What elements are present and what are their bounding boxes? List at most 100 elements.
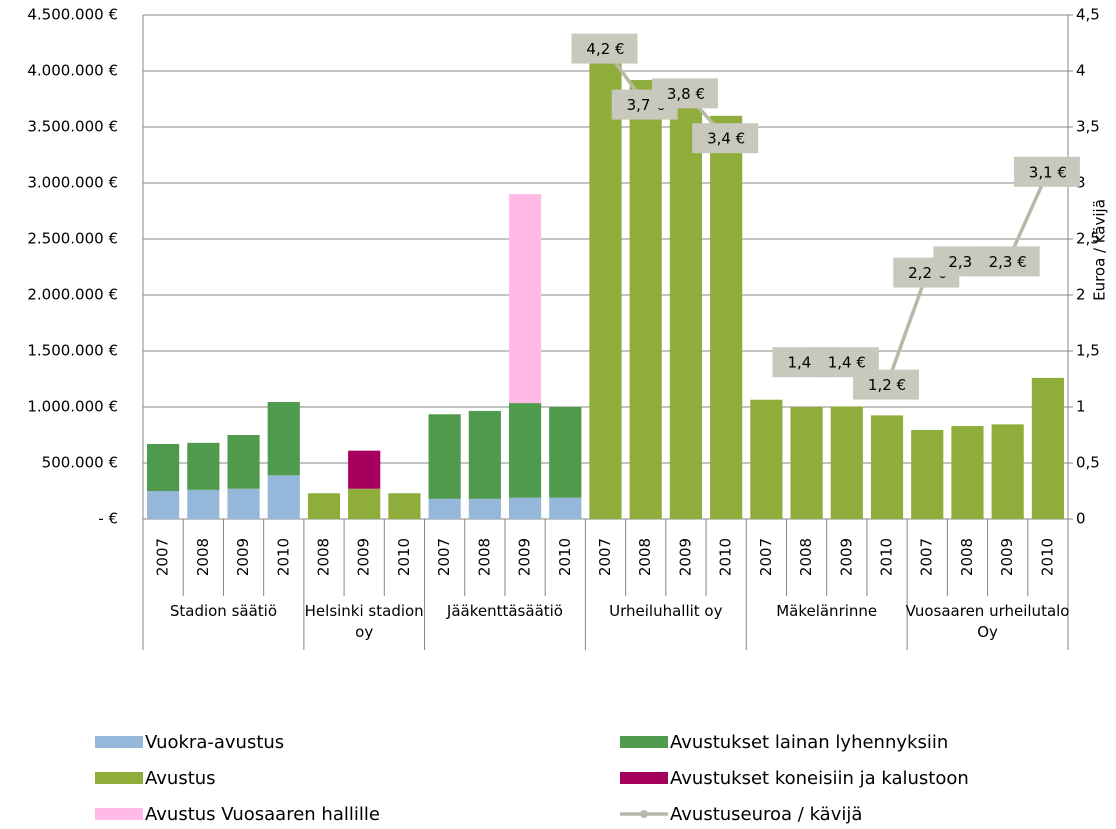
bar-segment [187,489,220,519]
bar-segment [307,493,341,519]
bar-segment [348,488,381,519]
bar-segment [991,424,1024,519]
data-label-box [571,33,638,64]
bar-segment [147,443,180,491]
group-label: Jääkenttäsäätiö [446,602,563,620]
bar-segment [629,79,662,520]
legend-swatch [620,736,668,748]
bar-segment [388,493,421,519]
x-tick-label: 2008 [958,538,976,576]
group-label: Mäkelänrinne [776,602,878,620]
bar-segment [468,498,501,519]
y2-tick-label: 1 [1076,398,1086,416]
bar-segment [468,410,501,499]
y-tick-label: - € [98,510,118,528]
bar-segment [267,475,300,519]
group-label: Urheiluhallit oy [609,602,723,620]
group-label: Vuosaaren urheilutalo Oy [905,602,1070,641]
data-label: 1,4 € [828,354,866,372]
y2-tick-label: 0,5 [1076,454,1100,472]
bar-segment [508,403,542,498]
legend-label: Vuokra-avustus [145,732,284,753]
legend-label: Avustukset lainan lyhennyksiin [670,732,948,753]
bar-segment [147,491,180,519]
data-label: 4,2 € [586,40,624,58]
bar-segment [549,407,582,498]
x-tick-label: 2007 [596,538,614,576]
data-label: 2,3 € [989,253,1027,271]
x-tick-label: 2010 [395,538,413,576]
bar-segment [428,498,461,519]
y-tick-label: 1.000.000 € [27,398,118,416]
x-tick-label: 2008 [475,538,493,576]
y-tick-label: 3.500.000 € [27,118,118,136]
x-tick-label: 2007 [918,538,936,576]
x-tick-label: 2008 [797,538,815,576]
x-tick-label: 2010 [1038,538,1056,576]
bar-segment [549,497,582,519]
bar-segment [951,426,984,519]
y2-tick-label: 0 [1076,510,1086,528]
y-tick-label: 500.000 € [42,454,118,472]
bar-segment [589,59,622,520]
y2-tick-label: 4 [1076,62,1086,80]
bar-segment [790,407,823,519]
x-tick-label: 2009 [676,538,694,576]
legend-swatch [95,736,143,748]
data-label-box [1013,156,1080,187]
bar-segment [508,194,542,404]
bar-segment [750,399,783,519]
data-label: 3,1 € [1029,163,1067,181]
legend-swatch [95,772,143,784]
y-tick-label: 1.500.000 € [27,342,118,360]
x-tick-label: 2009 [998,538,1016,576]
x-tick-label: 2008 [194,538,212,576]
x-tick-label: 2008 [636,538,654,576]
bar-segment [870,415,904,519]
bar-segment [911,429,944,519]
group-label: Stadion säätiö [169,602,278,620]
data-label: 3,8 € [667,85,705,103]
legend-label: Avustukset koneisiin ja kalustoon [670,768,969,789]
y2-tick-label: 3,5 [1076,118,1100,136]
legend-label: Avustus Vuosaaren hallille [145,804,380,825]
data-label-box [973,246,1040,277]
x-tick-label: 2007 [757,538,775,576]
bar-segment [710,115,743,520]
group-label: Helsinki stadion oy [304,602,424,641]
bar-segment [428,414,461,499]
legend-swatch [95,808,143,820]
x-tick-label: 2009 [234,538,252,576]
data-label: 1,2 € [868,376,906,394]
y-tick-label: 4.500.000 € [27,6,118,24]
data-label-box [853,369,920,400]
x-tick-label: 2010 [274,538,292,576]
x-tick-label: 2009 [837,538,855,576]
bar-segment [267,401,300,476]
y2-tick-label: 2,5 [1076,230,1100,248]
y2-tick-label: 4,5 [1076,6,1100,24]
y-tick-label: 2.000.000 € [27,286,118,304]
data-label: 3,4 € [707,130,745,148]
y-tick-label: 3.000.000 € [27,174,118,192]
bar-segment [1031,377,1064,519]
y-tick-label: 4.000.000 € [27,62,118,80]
legend-swatch [620,772,668,784]
x-tick-label: 2007 [435,538,453,576]
x-tick-label: 2009 [516,538,534,576]
y2-tick-label: 1,5 [1076,342,1100,360]
y2-tick-label: 3 [1076,174,1086,192]
x-tick-label: 2010 [878,538,896,576]
bar-segment [187,442,220,490]
x-tick-label: 2009 [355,538,373,576]
data-label-box [651,78,718,109]
legend-swatch [640,810,648,818]
y2-axis-label: Euroa / kävijä [1091,199,1109,301]
bar-segment [227,488,260,519]
bar-segment [227,435,260,489]
bar-segment [348,450,381,489]
legend-label: Avustuseuroa / kävijä [670,804,862,825]
bar-segment [508,497,542,519]
